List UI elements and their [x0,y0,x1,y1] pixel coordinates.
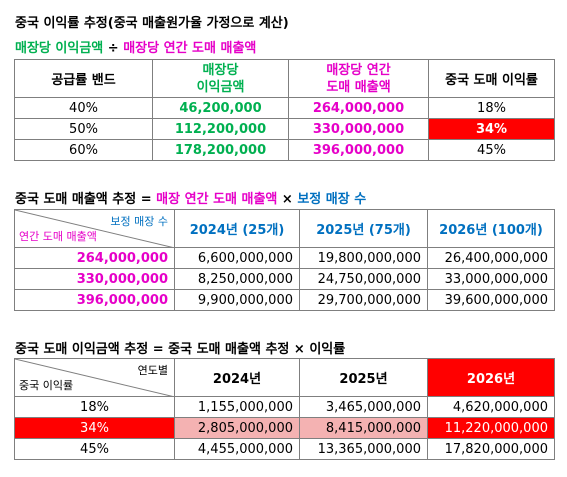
value-cell: 13,365,000,000 [299,438,428,460]
row-label: 264,000,000 [14,247,175,269]
row-label: 330,000,000 [14,268,175,290]
value-cell: 6,600,000,000 [174,247,300,269]
corner-cell: 보정 매장 수 연간 도매 매출액 [14,209,175,248]
value-cell: 8,415,000,000 [299,417,428,439]
year-header: 2024년 (25개) [174,209,300,248]
value-cell: 3,465,000,000 [299,396,428,418]
header-band: 공급률 밴드 [14,59,153,98]
row-label: 34% [14,417,175,439]
value-cell: 17,820,000,000 [427,438,555,460]
corner-top-label: 보정 매장 수 [110,215,168,228]
sales-cell: 264,000,000 [288,97,429,119]
table-row: 396,000,000 9,900,000,000 29,700,000,000… [14,289,555,311]
table-row-highlight: 34% 2,805,000,000 8,415,000,000 11,220,0… [14,417,555,439]
section1-title: 중국 이익률 추정(중국 매출원가율 가정으로 계산) [15,16,289,31]
margin-cell-highlight: 34% [428,118,555,140]
profit-table: 연도별 중국 이익률 2024년 2025년 2026년 18% 1,155,0… [14,358,555,460]
row-label: 18% [14,396,175,418]
margin-cell: 45% [428,139,555,161]
value-cell: 19,800,000,000 [299,247,428,269]
diagonal-line [15,210,171,247]
year-header: 2024년 [174,358,300,397]
year-header-highlight: 2026년 [427,358,555,397]
table-row: 45% 4,455,000,000 13,365,000,000 17,820,… [14,438,555,460]
section1-formula: 매장당 이익금액 ÷ 매장당 연간 도매 매출액 [15,37,256,56]
corner-bottom-label: 중국 이익률 [19,379,74,392]
table-row: 60% 178,200,000 396,000,000 45% [14,139,555,161]
band-cell: 50% [14,118,153,140]
profit-cell: 46,200,000 [152,97,289,119]
header-margin: 중국 도매 이익률 [428,59,555,98]
row-label: 396,000,000 [14,289,175,311]
value-cell: 9,900,000,000 [174,289,300,311]
band-cell: 40% [14,97,153,119]
margin-table: 공급률 밴드 매장당 이익금액 매장당 연간 도매 매출액 중국 도매 이익률 40… [14,59,555,161]
corner-cell: 연도별 중국 이익률 [14,358,175,397]
profit-cell: 112,200,000 [152,118,289,140]
sales-table-header: 보정 매장 수 연간 도매 매출액 2024년 (25개) 2025년 (75개… [14,209,555,248]
corner-bottom-label: 연간 도매 매출액 [19,230,97,243]
margin-table-header: 공급률 밴드 매장당 이익금액 매장당 연간 도매 매출액 중국 도매 이익률 [14,59,555,98]
value-cell: 26,400,000,000 [427,247,555,269]
sales-table: 보정 매장 수 연간 도매 매출액 2024년 (25개) 2025년 (75개… [14,209,555,311]
header-profit: 매장당 이익금액 [152,59,289,98]
table-row: 50% 112,200,000 330,000,000 34% [14,118,555,140]
table-row: 18% 1,155,000,000 3,465,000,000 4,620,00… [14,396,555,418]
year-header: 2025년 (75개) [299,209,428,248]
year-header: 2026년 (100개) [427,209,555,248]
band-cell: 60% [14,139,153,161]
year-header: 2025년 [299,358,428,397]
value-cell: 1,155,000,000 [174,396,300,418]
formula-profit: 매장당 이익금액 [15,41,104,56]
formula-divide: ÷ [103,41,124,56]
value-cell: 4,620,000,000 [427,396,555,418]
table-row: 40% 46,200,000 264,000,000 18% [14,97,555,119]
sales-cell: 396,000,000 [288,139,429,161]
section2-title: 중국 도매 매출액 추정 = 매장 연간 도매 매출액 × 보정 매장 수 [15,192,367,207]
value-cell: 11,220,000,000 [427,417,555,439]
value-cell: 4,455,000,000 [174,438,300,460]
sales-cell: 330,000,000 [288,118,429,140]
value-cell: 33,000,000,000 [427,268,555,290]
profit-table-header: 연도별 중국 이익률 2024년 2025년 2026년 [14,358,555,397]
value-cell: 2,805,000,000 [174,417,300,439]
formula-sales: 매장당 연간 도매 매출액 [123,41,257,56]
profit-cell: 178,200,000 [152,139,289,161]
table-row: 330,000,000 8,250,000,000 24,750,000,000… [14,268,555,290]
diagonal-line [15,359,171,396]
table-row: 264,000,000 6,600,000,000 19,800,000,000… [14,247,555,269]
value-cell: 24,750,000,000 [299,268,428,290]
margin-cell: 18% [428,97,555,119]
value-cell: 8,250,000,000 [174,268,300,290]
value-cell: 39,600,000,000 [427,289,555,311]
row-label: 45% [14,438,175,460]
section3-title: 중국 도매 이익금액 추정 = 중국 도매 매출액 추정 × 이익률 [15,342,346,357]
value-cell: 29,700,000,000 [299,289,428,311]
header-sales: 매장당 연간 도매 매출액 [288,59,429,98]
corner-top-label: 연도별 [137,364,168,377]
